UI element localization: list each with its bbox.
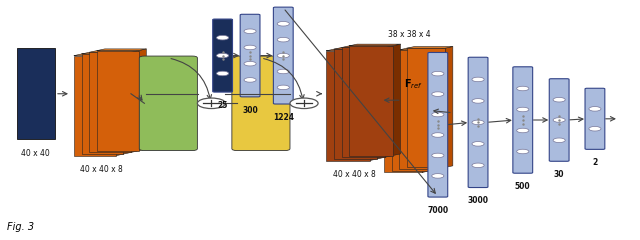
Bar <box>349 46 393 156</box>
Circle shape <box>197 98 225 108</box>
FancyBboxPatch shape <box>468 57 488 187</box>
FancyBboxPatch shape <box>513 67 532 173</box>
Polygon shape <box>399 48 445 50</box>
FancyBboxPatch shape <box>240 14 260 97</box>
Circle shape <box>432 71 444 76</box>
Polygon shape <box>326 49 378 51</box>
Circle shape <box>277 37 289 42</box>
Circle shape <box>516 86 529 91</box>
Circle shape <box>516 149 529 154</box>
Bar <box>82 54 124 154</box>
Bar <box>399 50 438 169</box>
FancyBboxPatch shape <box>428 53 448 197</box>
Polygon shape <box>384 52 430 53</box>
Circle shape <box>432 92 444 96</box>
FancyBboxPatch shape <box>549 79 569 161</box>
Circle shape <box>553 97 565 102</box>
Circle shape <box>516 107 529 112</box>
Text: 40 x 40 x 8: 40 x 40 x 8 <box>333 170 376 179</box>
Text: 500: 500 <box>515 182 531 191</box>
Polygon shape <box>90 51 139 52</box>
Bar <box>342 48 385 157</box>
Circle shape <box>472 163 484 168</box>
Text: 2: 2 <box>592 158 598 167</box>
Polygon shape <box>124 52 131 154</box>
Circle shape <box>432 153 444 158</box>
Circle shape <box>244 61 256 66</box>
Circle shape <box>472 77 484 82</box>
Circle shape <box>277 53 289 58</box>
Circle shape <box>244 29 256 34</box>
Text: $\mathbf{F}_{ref}$: $\mathbf{F}_{ref}$ <box>404 77 422 91</box>
Text: 300: 300 <box>242 106 258 115</box>
Polygon shape <box>430 50 438 171</box>
FancyBboxPatch shape <box>585 88 605 149</box>
FancyBboxPatch shape <box>212 19 232 92</box>
Polygon shape <box>342 46 393 48</box>
Circle shape <box>216 71 228 76</box>
Bar <box>90 52 131 152</box>
Circle shape <box>290 98 318 108</box>
Bar <box>407 48 445 168</box>
Circle shape <box>432 174 444 178</box>
Text: 25: 25 <box>218 101 228 110</box>
Text: 40 x 40: 40 x 40 <box>22 149 50 158</box>
Circle shape <box>216 36 228 40</box>
Bar <box>97 51 139 151</box>
Polygon shape <box>334 48 385 49</box>
Text: Fig. 3: Fig. 3 <box>7 222 34 232</box>
Bar <box>74 56 116 156</box>
Polygon shape <box>378 48 385 159</box>
Bar <box>384 53 422 173</box>
Bar <box>326 51 370 161</box>
Circle shape <box>589 107 601 111</box>
Circle shape <box>472 120 484 125</box>
Circle shape <box>432 133 444 137</box>
Text: 3000: 3000 <box>468 196 488 205</box>
Circle shape <box>553 118 565 122</box>
Circle shape <box>277 22 289 26</box>
Text: 30: 30 <box>554 170 564 179</box>
Text: 40 x 40 x 8: 40 x 40 x 8 <box>80 165 123 174</box>
Text: 7000: 7000 <box>428 206 449 215</box>
Circle shape <box>277 69 289 74</box>
Circle shape <box>589 126 601 131</box>
Circle shape <box>516 128 529 133</box>
Polygon shape <box>82 52 131 54</box>
Text: 1224: 1224 <box>273 113 294 122</box>
Bar <box>392 52 430 171</box>
Circle shape <box>277 85 289 90</box>
Circle shape <box>244 78 256 82</box>
Polygon shape <box>407 47 453 48</box>
Circle shape <box>553 138 565 143</box>
Polygon shape <box>445 47 453 168</box>
Polygon shape <box>370 49 378 161</box>
Circle shape <box>472 99 484 103</box>
Polygon shape <box>422 52 430 173</box>
Polygon shape <box>139 49 147 151</box>
FancyBboxPatch shape <box>140 56 197 150</box>
Circle shape <box>432 112 444 117</box>
Circle shape <box>216 53 228 58</box>
Polygon shape <box>392 50 438 52</box>
Polygon shape <box>131 51 139 152</box>
Text: 38 x 38 x 4: 38 x 38 x 4 <box>388 30 431 39</box>
Polygon shape <box>116 54 124 156</box>
Polygon shape <box>74 54 124 56</box>
Polygon shape <box>438 48 445 169</box>
Polygon shape <box>385 46 393 157</box>
Circle shape <box>472 142 484 146</box>
Polygon shape <box>349 44 401 46</box>
Circle shape <box>244 45 256 50</box>
FancyBboxPatch shape <box>273 7 293 104</box>
FancyBboxPatch shape <box>232 56 290 150</box>
Polygon shape <box>97 49 147 51</box>
Polygon shape <box>393 44 401 156</box>
Bar <box>17 48 55 139</box>
Bar <box>334 49 378 159</box>
